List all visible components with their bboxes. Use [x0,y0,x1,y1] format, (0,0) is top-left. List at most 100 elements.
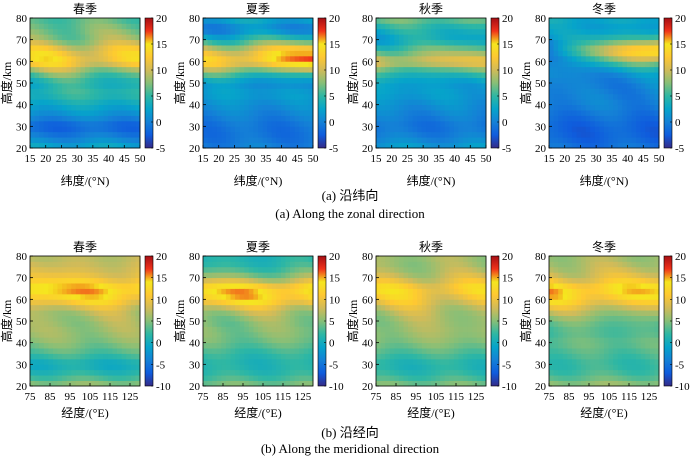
heatmap-cell [376,321,381,327]
heatmap-cell [585,72,591,78]
heatmap-cell [435,126,441,133]
heatmap-cell [276,131,282,138]
heatmap-cell [290,299,296,306]
heatmap-cell [89,353,95,360]
heatmap-cell [553,93,559,100]
heatmap-cell [631,18,637,24]
heatmap-cell [103,364,109,371]
x-tick-label: 35 [260,153,272,165]
heatmap-cell [599,310,605,316]
heatmap-cell [89,364,95,371]
heatmap-cell [613,28,619,35]
heatmap-cell [203,120,208,127]
heatmap-cell [549,126,554,133]
heatmap-cell [458,137,464,143]
colorbar-tick-label: 20 [502,251,514,263]
heatmap-cell [558,315,564,322]
heatmap-cell [444,66,450,73]
colorbar-tick-label: 15 [675,39,687,51]
heatmap-cell [553,261,559,268]
heatmap-cell [43,142,49,149]
heatmap-cell [408,369,414,376]
heatmap-cell [85,28,90,35]
heatmap-cell [103,142,109,149]
heatmap-cell [398,61,404,68]
heatmap-cell [444,299,450,306]
heatmap-cell [30,28,35,35]
colorbar-tick-label: 10 [502,294,514,306]
heatmap-cell [590,99,596,106]
heatmap-cell [435,115,441,122]
heatmap-cell [57,115,63,122]
heatmap-cell [30,115,35,122]
heatmap-cell [472,23,478,30]
heatmap-cell [48,115,54,122]
heatmap-cell [221,256,227,262]
heatmap-cell [126,45,132,51]
x-tick-label: 105 [255,391,272,403]
heatmap-cell [622,315,628,322]
heatmap-cell [98,369,104,376]
heatmap-cell [299,110,305,116]
heatmap-cell [221,261,227,268]
heatmap-cell [216,304,222,311]
heatmap-cell [103,137,109,143]
heatmap-cell [135,34,141,41]
heatmap-cell [599,342,605,349]
heatmap-cell [80,277,86,284]
heatmap-cell [239,126,245,133]
heatmap-cell [654,326,660,333]
heatmap-cell [135,50,141,57]
heatmap-cell [303,120,309,127]
heatmap-cell [34,137,40,143]
heatmap-cell [458,88,464,95]
heatmap-cell [62,283,68,289]
heatmap-cell [463,72,469,78]
heatmap-cell [581,137,587,143]
heatmap-cell [631,288,637,295]
heatmap-cell [85,348,90,354]
heatmap-cell [472,83,478,89]
heatmap-cell [212,380,218,387]
x-tick-label: 85 [218,391,230,403]
heatmap-cell [230,337,236,344]
heatmap-cell [30,337,35,344]
heatmap-cell [258,104,263,111]
heatmap-cell [121,315,127,322]
panel-title: 秋季 [419,240,443,254]
heatmap-cell [608,99,614,106]
heatmap-cell [225,34,231,41]
heatmap-cell [212,142,218,149]
heatmap-cell [244,93,250,100]
heatmap-cell [85,77,90,84]
heatmap-cell [617,72,623,78]
heatmap-cell [75,304,81,311]
heatmap-cell [426,55,432,62]
heatmap-cell [604,272,609,279]
heatmap-cell [267,315,273,322]
colorbar-tick-label: 10 [675,65,687,77]
heatmap-cell [426,93,432,100]
heatmap-cell [43,364,49,371]
y-tick-label: 20 [362,381,374,393]
heatmap-cell [640,120,646,127]
heatmap-cell [440,293,446,300]
heatmap-cell [271,288,277,295]
heatmap-cell [262,120,268,127]
heatmap-cell [244,137,250,143]
heatmap-cell [626,321,632,327]
heatmap-cell [467,28,473,35]
heatmap-cell [449,120,455,127]
heatmap-cell [435,88,441,95]
heatmap-cell [426,283,432,289]
heatmap-cell [645,353,651,360]
heatmap-cell [408,34,414,41]
heatmap-cell [203,110,208,116]
heatmap-cell [98,34,104,41]
heatmap-cell [608,375,614,381]
heatmap-cell [43,256,49,262]
heatmap-cell [303,50,309,57]
heatmap-cell [48,104,54,111]
